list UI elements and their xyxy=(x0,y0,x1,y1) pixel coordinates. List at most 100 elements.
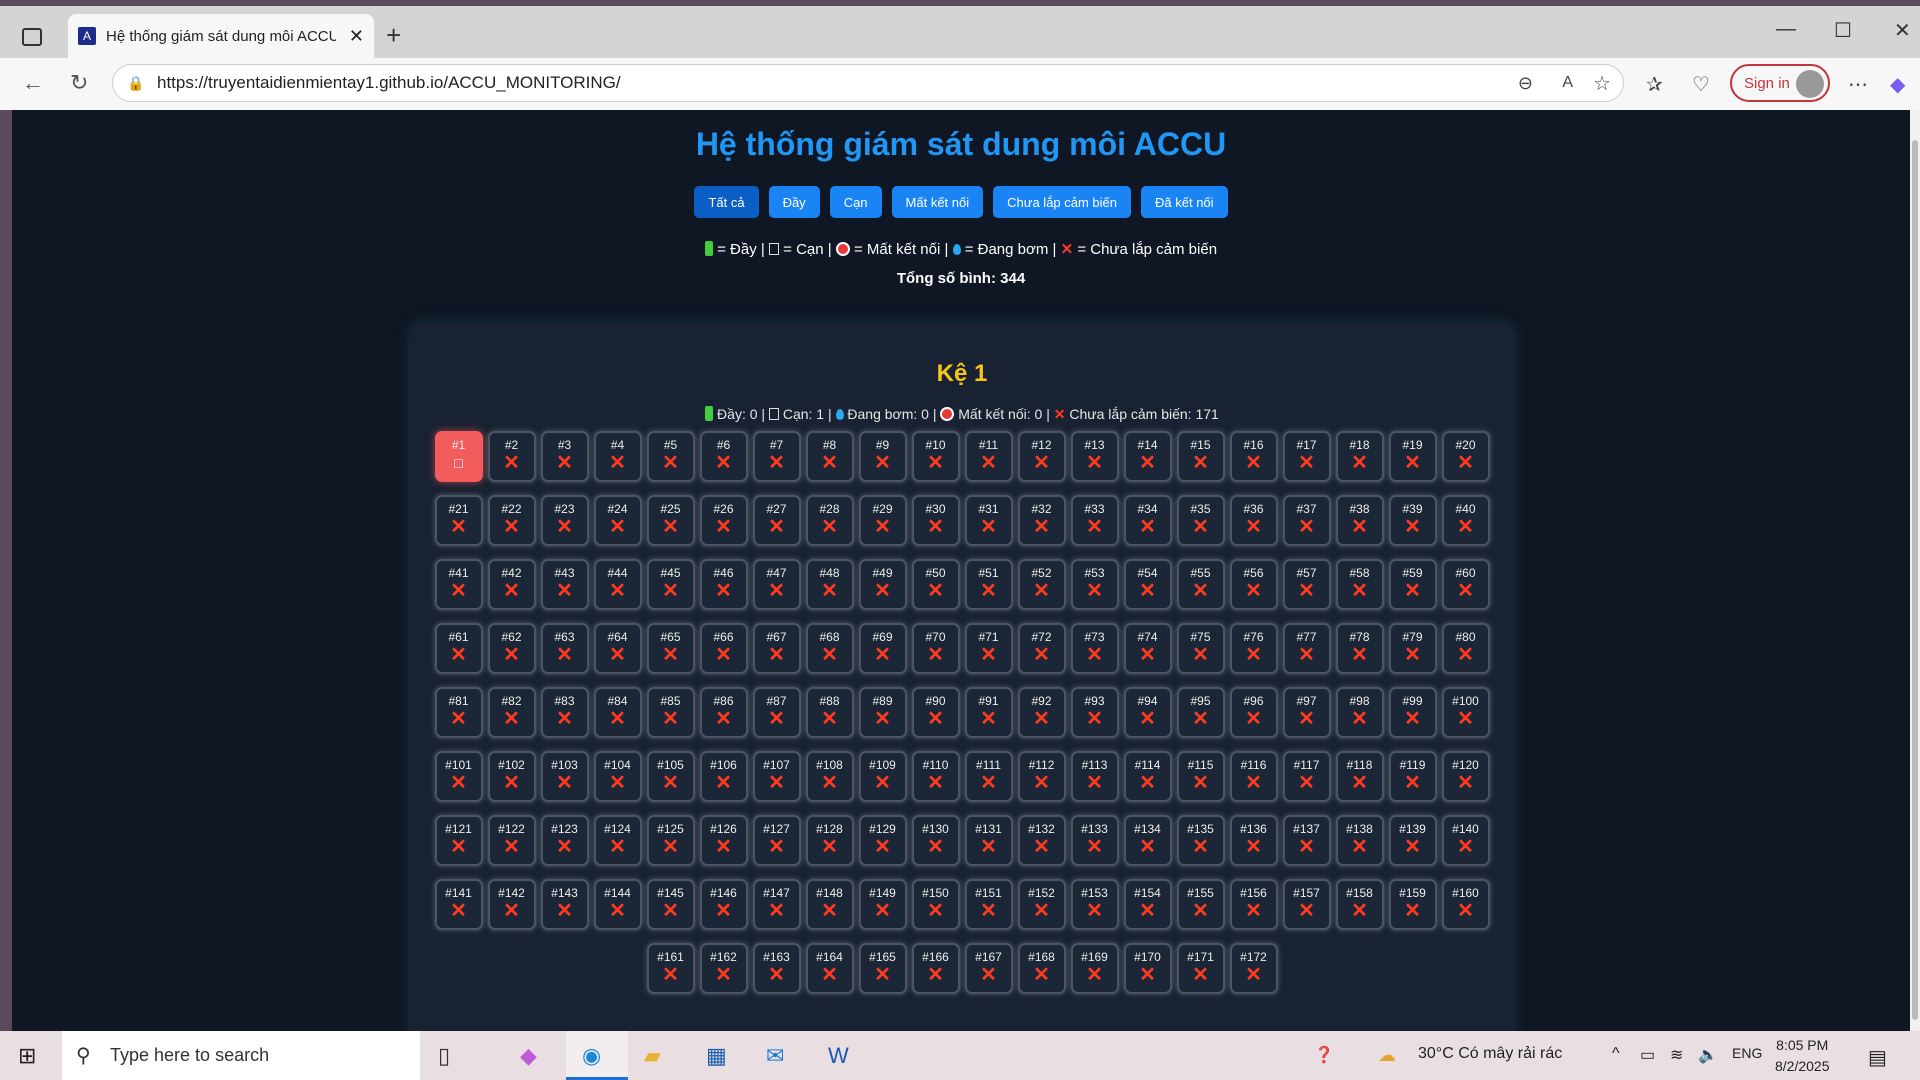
battery-cell[interactable]: #67 ✕ xyxy=(752,623,801,674)
battery-cell[interactable]: #135 ✕ xyxy=(1176,815,1225,866)
battery-cell[interactable]: #15 ✕ xyxy=(1176,431,1225,482)
battery-cell[interactable]: #157 ✕ xyxy=(1282,879,1331,930)
battery-cell[interactable]: #66 ✕ xyxy=(699,623,748,674)
filter-all-button[interactable]: Tất cả xyxy=(694,186,759,218)
battery-cell[interactable]: #158 ✕ xyxy=(1335,879,1384,930)
battery-cell[interactable]: #80 ✕ xyxy=(1441,623,1490,674)
address-bar[interactable]: 🔒 https://truyentaidienmientay1.github.i… xyxy=(112,64,1624,102)
filter-disconnected-button[interactable]: Mất kết nối xyxy=(891,186,984,218)
battery-cell[interactable]: #162 ✕ xyxy=(699,943,748,994)
battery-cell[interactable]: #103 ✕ xyxy=(540,751,589,802)
battery-cell[interactable]: #164 ✕ xyxy=(805,943,854,994)
battery-cell[interactable]: #130 ✕ xyxy=(911,815,960,866)
mail-icon[interactable]: ✉ xyxy=(766,1043,785,1068)
battery-cell[interactable]: #47 ✕ xyxy=(752,559,801,610)
battery-cell[interactable]: #12 ✕ xyxy=(1017,431,1066,482)
battery-cell[interactable]: #69 ✕ xyxy=(858,623,907,674)
battery-cell[interactable]: #96 ✕ xyxy=(1229,687,1278,738)
battery-cell[interactable]: #90 ✕ xyxy=(911,687,960,738)
battery-cell[interactable]: #140 ✕ xyxy=(1441,815,1490,866)
battery-cell[interactable]: #61 ✕ xyxy=(434,623,483,674)
battery-cell[interactable]: #28 ✕ xyxy=(805,495,854,546)
battery-cell[interactable]: #144 ✕ xyxy=(593,879,642,930)
battery-cell[interactable]: #14 ✕ xyxy=(1123,431,1172,482)
battery-cell[interactable]: #6 ✕ xyxy=(699,431,748,482)
battery-cell[interactable]: #168 ✕ xyxy=(1017,943,1066,994)
battery-cell[interactable]: #104 ✕ xyxy=(593,751,642,802)
battery-cell[interactable]: #109 ✕ xyxy=(858,751,907,802)
close-window-icon[interactable]: ✕ xyxy=(1894,20,1911,42)
battery-cell[interactable]: #148 ✕ xyxy=(805,879,854,930)
battery-cell[interactable]: #19 ✕ xyxy=(1388,431,1437,482)
battery-cell[interactable]: #40 ✕ xyxy=(1441,495,1490,546)
battery-cell[interactable]: #31 ✕ xyxy=(964,495,1013,546)
battery-cell[interactable]: #83 ✕ xyxy=(540,687,589,738)
battery-cell[interactable]: #121 ✕ xyxy=(434,815,483,866)
battery-cell[interactable]: #22 ✕ xyxy=(487,495,536,546)
battery-cell[interactable]: #147 ✕ xyxy=(752,879,801,930)
battery-cell[interactable]: #118 ✕ xyxy=(1335,751,1384,802)
battery-cell[interactable]: #127 ✕ xyxy=(752,815,801,866)
battery-cell[interactable]: #48 ✕ xyxy=(805,559,854,610)
battery-cell[interactable]: #117 ✕ xyxy=(1282,751,1331,802)
battery-cell[interactable]: #86 ✕ xyxy=(699,687,748,738)
maximize-icon[interactable]: ☐ xyxy=(1834,20,1852,42)
read-aloud-icon[interactable]: A xyxy=(1562,74,1573,91)
battery-cell[interactable]: #71 ✕ xyxy=(964,623,1013,674)
battery-cell[interactable]: #41 ✕ xyxy=(434,559,483,610)
notification-icon[interactable]: ▤ xyxy=(1868,1047,1887,1069)
battery-cell[interactable]: #62 ✕ xyxy=(487,623,536,674)
battery-cell[interactable]: #29 ✕ xyxy=(858,495,907,546)
battery-cell[interactable]: #58 ✕ xyxy=(1335,559,1384,610)
battery-cell[interactable]: #149 ✕ xyxy=(858,879,907,930)
file-explorer-icon[interactable]: ▰ xyxy=(644,1043,661,1068)
battery-cell[interactable]: #89 ✕ xyxy=(858,687,907,738)
battery-cell[interactable]: #133 ✕ xyxy=(1070,815,1119,866)
battery-cell[interactable]: #53 ✕ xyxy=(1070,559,1119,610)
filter-no-sensor-button[interactable]: Chưa lắp cảm biến xyxy=(993,186,1132,218)
sidebar-toggle-icon[interactable] xyxy=(22,28,42,46)
battery-cell[interactable]: #161 ✕ xyxy=(646,943,695,994)
battery-cell[interactable]: #156 ✕ xyxy=(1229,879,1278,930)
battery-cell[interactable]: #93 ✕ xyxy=(1070,687,1119,738)
task-view-icon[interactable]: ▯ xyxy=(438,1043,451,1068)
battery-cell[interactable]: #82 ✕ xyxy=(487,687,536,738)
refresh-icon[interactable]: ↻ xyxy=(70,70,89,95)
battery-cell[interactable]: #91 ✕ xyxy=(964,687,1013,738)
battery-cell[interactable]: #55 ✕ xyxy=(1176,559,1225,610)
battery-cell[interactable]: #98 ✕ xyxy=(1335,687,1384,738)
battery-cell[interactable]: #95 ✕ xyxy=(1176,687,1225,738)
battery-cell[interactable]: #167 ✕ xyxy=(964,943,1013,994)
battery-cell[interactable]: #171 ✕ xyxy=(1176,943,1225,994)
battery-cell[interactable]: #10 ✕ xyxy=(911,431,960,482)
battery-cell[interactable]: #87 ✕ xyxy=(752,687,801,738)
taskbar-search[interactable]: ⚲ Type here to search xyxy=(62,1031,420,1080)
minimize-icon[interactable]: — xyxy=(1776,18,1796,40)
battery-cell[interactable]: #46 ✕ xyxy=(699,559,748,610)
battery-cell[interactable]: #23 ✕ xyxy=(540,495,589,546)
battery-cell[interactable]: #143 ✕ xyxy=(540,879,589,930)
filter-empty-button[interactable]: Cạn xyxy=(829,186,882,218)
battery-cell[interactable]: #141 ✕ xyxy=(434,879,483,930)
battery-cell[interactable]: #2 ✕ xyxy=(487,431,536,482)
battery-cell[interactable]: #52 ✕ xyxy=(1017,559,1066,610)
battery-cell[interactable]: #136 ✕ xyxy=(1229,815,1278,866)
battery-cell[interactable]: #88 ✕ xyxy=(805,687,854,738)
battery-cell[interactable]: #163 ✕ xyxy=(752,943,801,994)
browser-tab[interactable]: A Hệ thống giám sát dung môi ACCU ✕ xyxy=(68,14,374,58)
browser-essentials-icon[interactable]: ♡ xyxy=(1692,74,1710,96)
battery-cell[interactable]: #9 ✕ xyxy=(858,431,907,482)
battery-cell[interactable]: #111 ✕ xyxy=(964,751,1013,802)
battery-cell[interactable]: #172 ✕ xyxy=(1229,943,1278,994)
battery-cell[interactable]: #17 ✕ xyxy=(1282,431,1331,482)
battery-cell[interactable]: #131 ✕ xyxy=(964,815,1013,866)
battery-cell[interactable]: #138 ✕ xyxy=(1335,815,1384,866)
battery-cell[interactable]: #85 ✕ xyxy=(646,687,695,738)
sign-in-button[interactable]: Sign in xyxy=(1730,64,1830,102)
battery-cell[interactable]: #43 ✕ xyxy=(540,559,589,610)
battery-cell[interactable]: #150 ✕ xyxy=(911,879,960,930)
battery-cell[interactable]: #51 ✕ xyxy=(964,559,1013,610)
battery-cell[interactable]: #170 ✕ xyxy=(1123,943,1172,994)
battery-cell[interactable]: #8 ✕ xyxy=(805,431,854,482)
battery-cell[interactable]: #106 ✕ xyxy=(699,751,748,802)
